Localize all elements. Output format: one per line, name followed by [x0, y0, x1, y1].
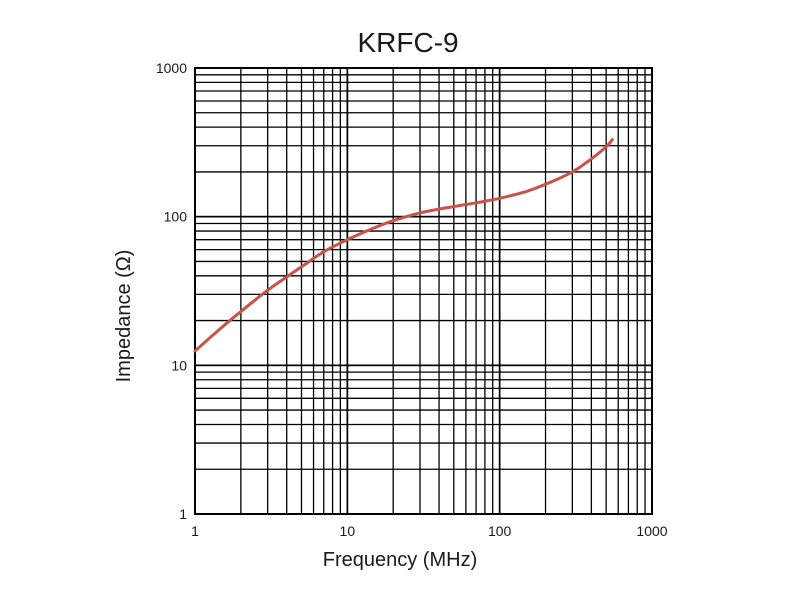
y-tick-label: 10: [171, 357, 187, 373]
x-axis-label: Frequency (MHz): [323, 549, 477, 571]
y-axis-label: Impedance (Ω): [113, 250, 135, 383]
x-tick-label: 10: [340, 523, 356, 539]
x-tick-label: 1000: [636, 523, 667, 539]
y-tick-label: 100: [164, 209, 188, 225]
y-tick-label: 1000: [156, 60, 187, 76]
impedance-curve: [193, 138, 614, 353]
y-tick-label: 1: [179, 506, 187, 522]
x-tick-label: 100: [488, 523, 512, 539]
grid: [194, 67, 653, 515]
plot-frame: [194, 67, 653, 515]
chart-title: KRFC-9: [357, 27, 458, 58]
x-tick-label: 1: [191, 523, 199, 539]
series-layer: [193, 138, 614, 353]
tick-labels: 1 10 100 1000 1 10 100 1000: [156, 60, 668, 539]
